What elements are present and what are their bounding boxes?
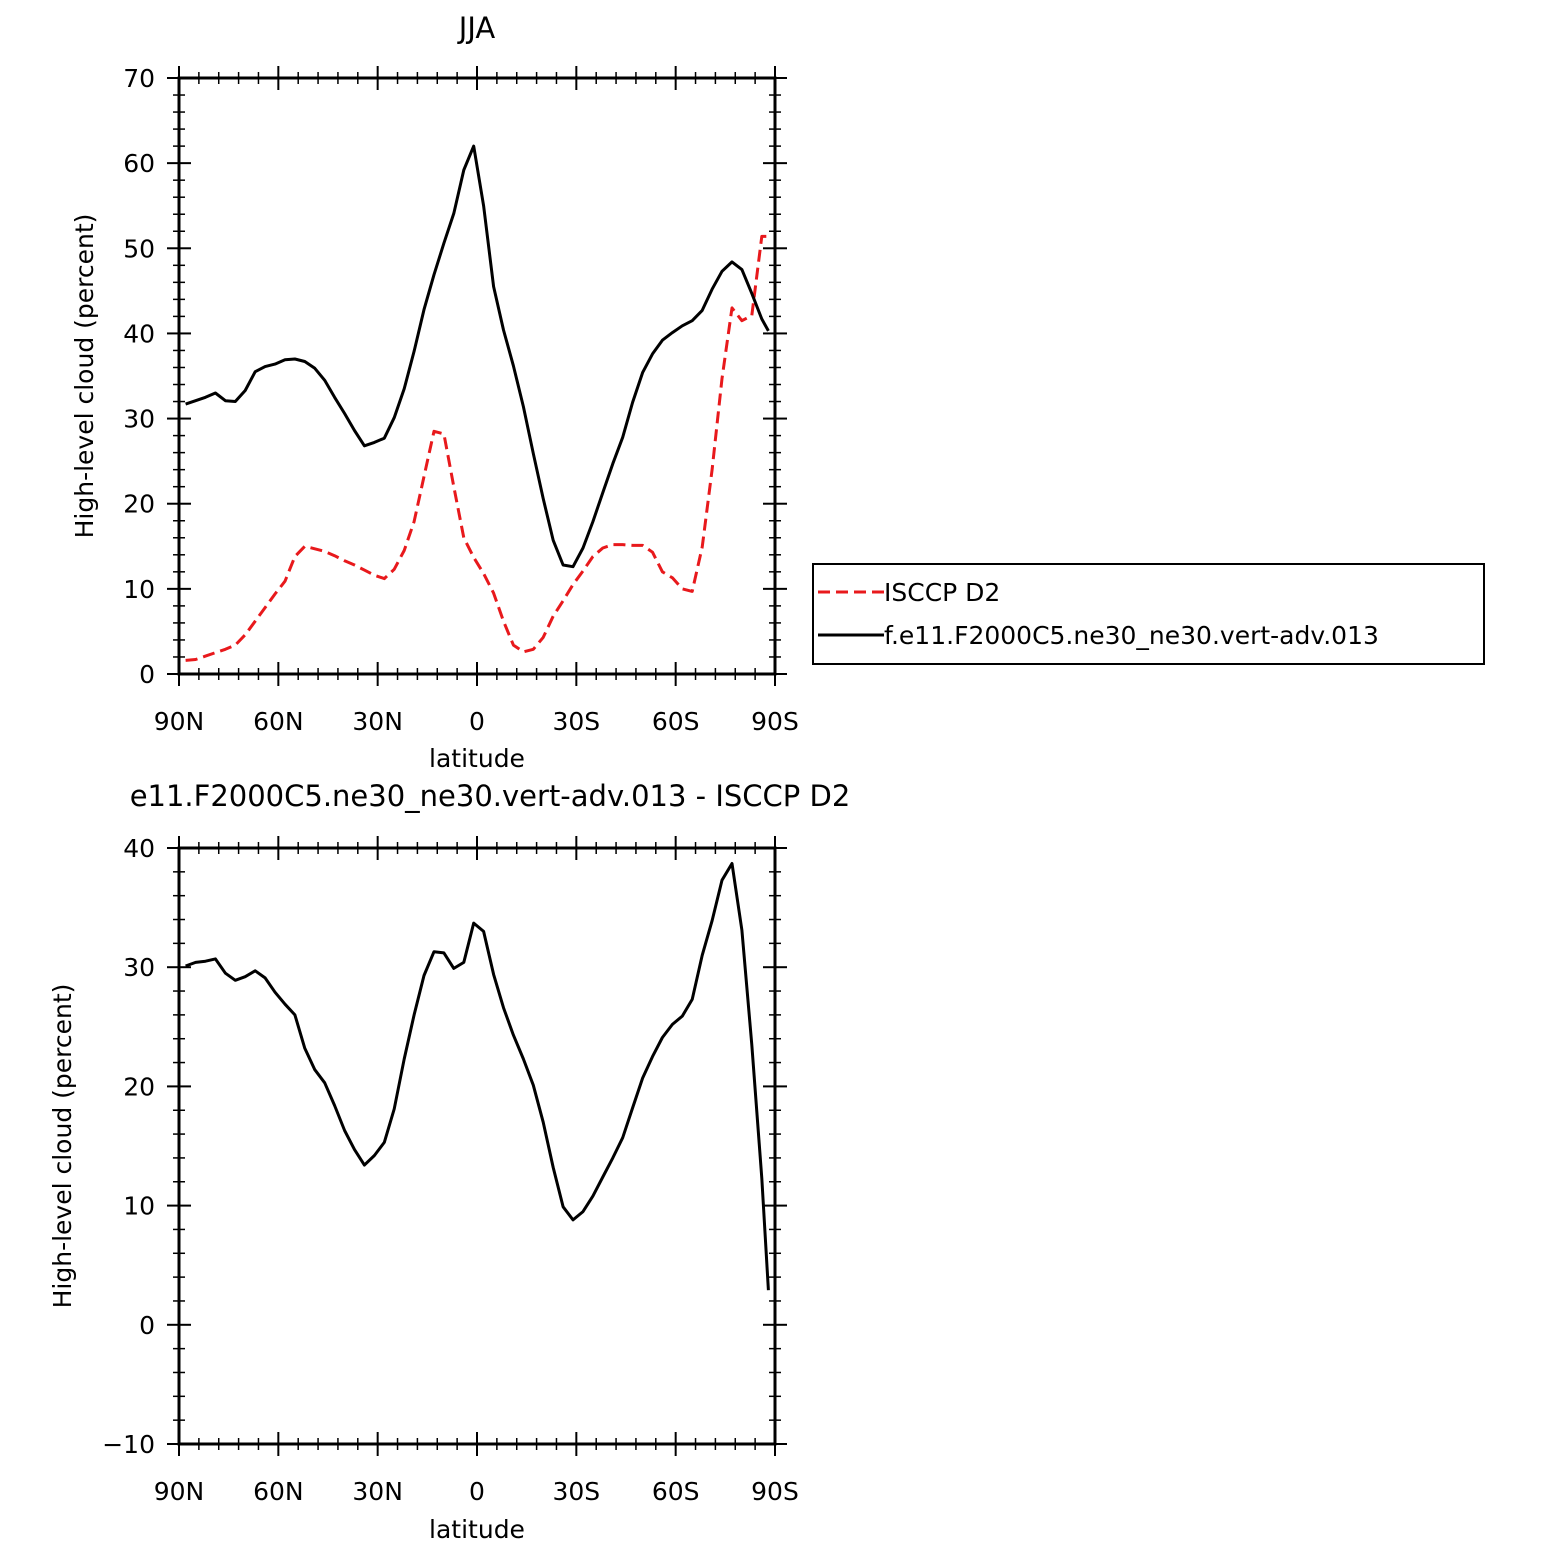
bottom-series-line-0 bbox=[185, 862, 770, 1291]
x-tick-label: 90N bbox=[154, 1477, 205, 1506]
y-tick-label: 10 bbox=[123, 1192, 155, 1221]
x-tick-label: 60S bbox=[652, 707, 700, 736]
y-tick-label: 40 bbox=[123, 834, 155, 863]
bottom-series-lines bbox=[185, 862, 770, 1291]
x-tick-label: 60N bbox=[253, 707, 304, 736]
bottom-ticks: −10 0 10 20 30 40 90N 60N 30N 0 30S 60S 90S bbox=[102, 834, 799, 1506]
x-tick-label: 90S bbox=[751, 1477, 799, 1506]
x-tick-label: 60N bbox=[253, 1477, 304, 1506]
bottom-panel: e11.F2000C5.ne30_ne30.vert-adv.013 - ISC… bbox=[48, 779, 850, 1544]
top-series-line-0 bbox=[185, 234, 769, 662]
top-x-axis-label: latitude bbox=[429, 744, 525, 773]
x-tick-label: 0 bbox=[469, 1477, 485, 1506]
bottom-chart-title: e11.F2000C5.ne30_ne30.vert-adv.013 - ISC… bbox=[130, 779, 851, 813]
x-tick-label: 0 bbox=[469, 707, 485, 736]
x-tick-label: 30S bbox=[552, 707, 600, 736]
top-series-line-1 bbox=[185, 144, 770, 569]
x-tick-label: 60S bbox=[652, 1477, 700, 1506]
y-tick-label: 0 bbox=[139, 660, 155, 689]
x-tick-label: 90S bbox=[751, 707, 799, 736]
y-tick-label: 60 bbox=[123, 149, 155, 178]
y-tick-label: 70 bbox=[123, 64, 155, 93]
x-tick-label: 30S bbox=[552, 1477, 600, 1506]
y-tick-label: 0 bbox=[139, 1311, 155, 1340]
legend-box bbox=[812, 563, 1485, 665]
legend-label-model: f.e11.F2000C5.ne30_ne30.vert-adv.013 bbox=[884, 621, 1379, 650]
y-tick-label: −10 bbox=[102, 1430, 155, 1459]
bottom-plot-frame bbox=[177, 846, 777, 1446]
bottom-x-axis-label: latitude bbox=[429, 1515, 525, 1544]
y-tick-label: 10 bbox=[123, 575, 155, 604]
bottom-y-axis-label: High-level cloud (percent) bbox=[48, 984, 77, 1309]
legend: ISCCP D2 f.e11.F2000C5.ne30_ne30.vert-ad… bbox=[812, 563, 1485, 665]
x-tick-label: 30N bbox=[352, 1477, 403, 1506]
y-tick-label: 20 bbox=[123, 490, 155, 519]
top-y-axis-label: High-level cloud (percent) bbox=[70, 214, 99, 539]
x-tick-label: 90N bbox=[154, 707, 205, 736]
y-tick-label: 40 bbox=[123, 319, 155, 348]
y-tick-label: 30 bbox=[123, 953, 155, 982]
top-series-lines bbox=[185, 144, 770, 662]
y-tick-label: 20 bbox=[123, 1072, 155, 1101]
x-tick-label: 30N bbox=[352, 707, 403, 736]
top-plot-frame bbox=[177, 76, 777, 676]
y-tick-label: 30 bbox=[123, 405, 155, 434]
y-tick-label: 50 bbox=[123, 234, 155, 263]
legend-label-isccp: ISCCP D2 bbox=[884, 578, 1000, 607]
top-panel: JJA 0 10 20 30 40 50 60 70 90N 60N 30N 0 30S 60S 90S l… bbox=[70, 11, 799, 773]
top-chart-title: JJA bbox=[457, 11, 496, 45]
